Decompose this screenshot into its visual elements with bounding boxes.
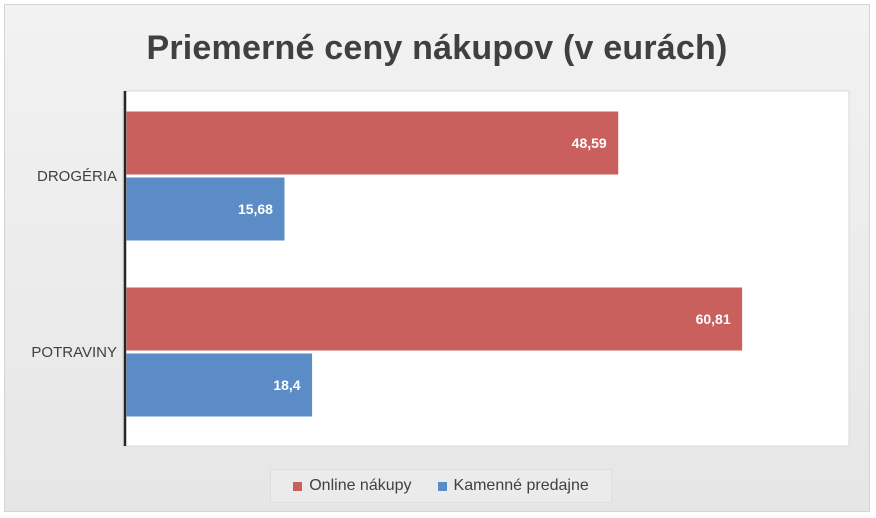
- legend-swatch-online: [293, 481, 303, 491]
- legend-swatch-kamenne: [437, 481, 447, 491]
- chart-frame: Priemerné ceny nákupov (v eurách) 48,59 1…: [4, 4, 870, 512]
- bar-online-1: [125, 286, 744, 352]
- chart-plot: 48,59 15,68 60,81 18,4 DROGÉRIA POTRAVINY: [31, 90, 850, 447]
- bar-kamenne-0: [125, 176, 286, 242]
- bars-group: 48,59 15,68 60,81 18,4: [125, 110, 744, 418]
- bar-online-0: [125, 110, 620, 176]
- data-label-kamenne-1: 18,4: [273, 377, 300, 393]
- chart-title: Priemerné ceny nákupov (v eurách): [146, 29, 728, 67]
- data-label-kamenne-0: 15,68: [238, 201, 273, 217]
- data-label-online-0: 48,59: [572, 135, 607, 151]
- legend-item-online: Online nákupy: [293, 477, 412, 495]
- category-label-1: POTRAVINY: [31, 344, 117, 361]
- legend: Online nákupy Kamenné predajne: [270, 469, 612, 503]
- category-label-0: DROGÉRIA: [37, 168, 117, 185]
- legend-label-online: Online nákupy: [309, 477, 412, 494]
- data-label-online-1: 60,81: [696, 311, 731, 327]
- legend-item-kamenne: Kamenné predajne: [437, 477, 589, 495]
- category-labels: DROGÉRIA POTRAVINY: [31, 168, 117, 361]
- bar-kamenne-1: [125, 352, 314, 418]
- legend-label-kamenne: Kamenné predajne: [453, 477, 589, 494]
